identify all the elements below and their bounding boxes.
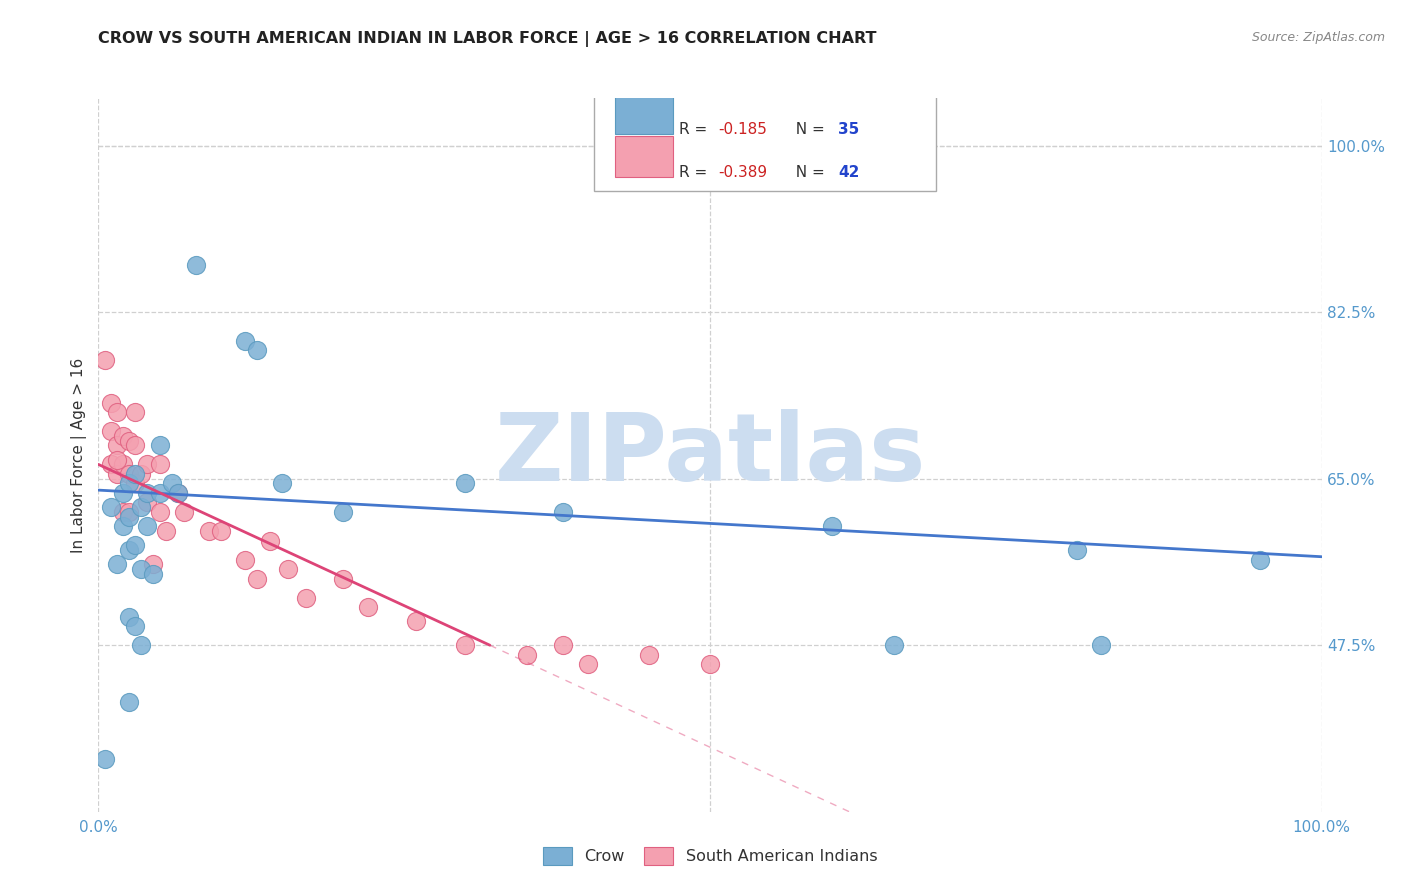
Point: [142, 566, 165, 581]
Point: [1066, 543, 1088, 558]
Point: [553, 505, 575, 519]
Point: [118, 476, 141, 491]
Point: [356, 600, 378, 615]
FancyBboxPatch shape: [593, 91, 936, 191]
Point: [197, 524, 219, 538]
Point: [118, 505, 141, 519]
Text: N =: N =: [786, 122, 830, 137]
Point: [149, 458, 172, 472]
Point: [118, 434, 141, 448]
Point: [209, 524, 232, 538]
Point: [105, 438, 128, 452]
Point: [167, 486, 190, 500]
Point: [105, 452, 128, 467]
Text: ZIPatlas: ZIPatlas: [495, 409, 925, 501]
Point: [155, 524, 177, 538]
Point: [136, 495, 159, 509]
Point: [136, 519, 159, 533]
Text: 35: 35: [838, 122, 859, 137]
Text: N =: N =: [786, 165, 830, 180]
Point: [246, 343, 269, 358]
Point: [454, 638, 477, 652]
Point: [111, 458, 134, 472]
Point: [129, 500, 152, 515]
Point: [173, 505, 195, 519]
Text: Source: ZipAtlas.com: Source: ZipAtlas.com: [1251, 31, 1385, 45]
Point: [111, 486, 134, 500]
Point: [246, 572, 269, 586]
Point: [93, 752, 115, 766]
Text: R =: R =: [679, 122, 713, 137]
Legend: Crow, South American Indians: Crow, South American Indians: [537, 840, 883, 871]
Text: -0.185: -0.185: [718, 122, 768, 137]
Text: -0.389: -0.389: [718, 165, 768, 180]
FancyBboxPatch shape: [614, 93, 673, 134]
Point: [454, 476, 477, 491]
Point: [277, 562, 299, 576]
Point: [136, 458, 159, 472]
Point: [1090, 638, 1112, 652]
Point: [405, 615, 427, 629]
Point: [129, 467, 152, 481]
FancyBboxPatch shape: [614, 136, 673, 177]
Point: [100, 458, 122, 472]
Point: [111, 519, 134, 533]
Point: [553, 638, 575, 652]
Point: [124, 405, 146, 419]
Point: [638, 648, 661, 662]
Point: [332, 505, 354, 519]
Point: [100, 424, 122, 438]
Point: [295, 591, 318, 605]
Text: 42: 42: [838, 165, 860, 180]
Point: [105, 405, 128, 419]
Point: [124, 619, 146, 633]
Point: [149, 438, 172, 452]
Point: [576, 657, 599, 672]
Point: [93, 352, 115, 367]
Point: [129, 638, 152, 652]
Point: [129, 562, 152, 576]
Point: [100, 395, 122, 409]
Point: [124, 438, 146, 452]
Point: [149, 505, 172, 519]
Point: [233, 334, 256, 348]
Point: [118, 509, 141, 524]
Text: CROW VS SOUTH AMERICAN INDIAN IN LABOR FORCE | AGE > 16 CORRELATION CHART: CROW VS SOUTH AMERICAN INDIAN IN LABOR F…: [98, 31, 877, 47]
Point: [118, 543, 141, 558]
Point: [821, 519, 844, 533]
Point: [233, 552, 256, 566]
Point: [167, 486, 190, 500]
Point: [111, 429, 134, 443]
Point: [259, 533, 281, 548]
Point: [111, 505, 134, 519]
Point: [136, 486, 159, 500]
Point: [118, 695, 141, 709]
Point: [100, 500, 122, 515]
Point: [149, 486, 172, 500]
Point: [124, 538, 146, 552]
Text: R =: R =: [679, 165, 713, 180]
Point: [270, 476, 294, 491]
Point: [332, 572, 354, 586]
Point: [515, 648, 537, 662]
Point: [160, 476, 183, 491]
Point: [118, 609, 141, 624]
Point: [105, 558, 128, 572]
Point: [1249, 552, 1271, 566]
Point: [142, 558, 165, 572]
Point: [105, 467, 128, 481]
Y-axis label: In Labor Force | Age > 16: In Labor Force | Age > 16: [72, 358, 87, 552]
Point: [124, 467, 146, 481]
Point: [699, 657, 721, 672]
Point: [186, 258, 208, 272]
Point: [124, 476, 146, 491]
Point: [118, 467, 141, 481]
Point: [883, 638, 905, 652]
